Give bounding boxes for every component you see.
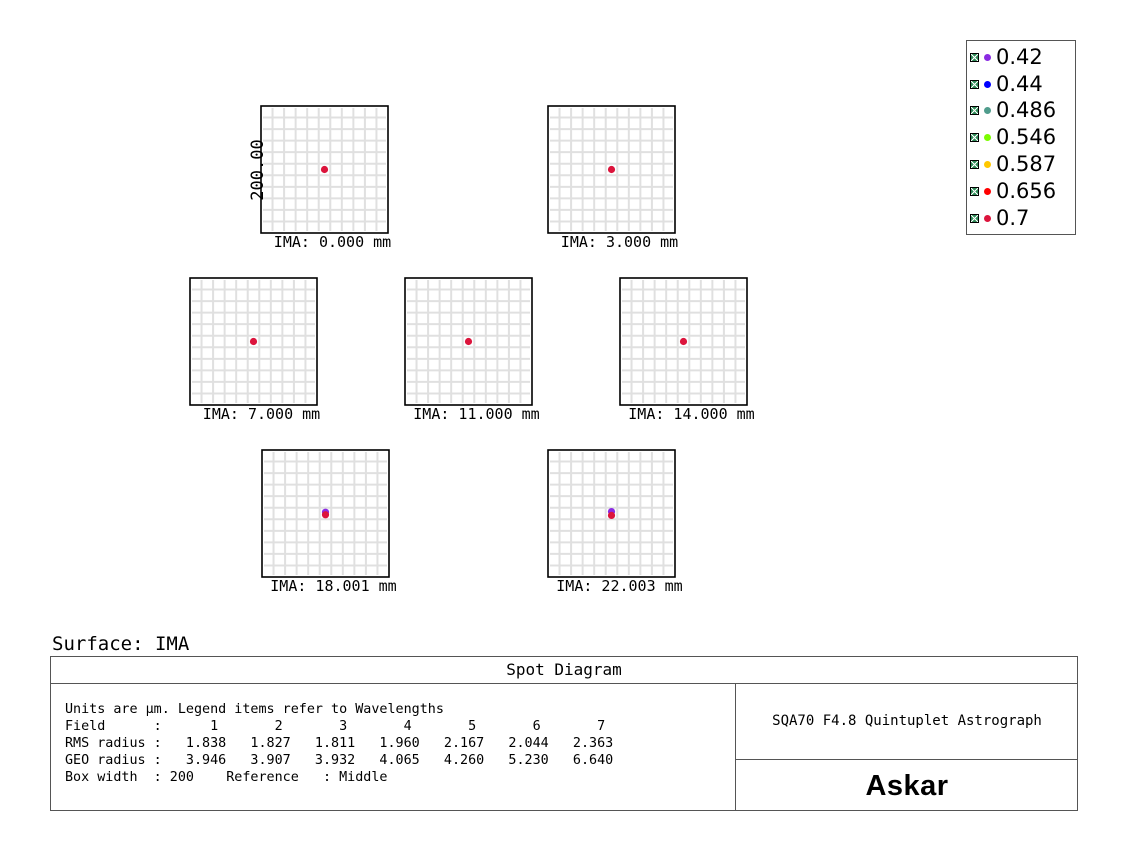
checkbox-checked-icon[interactable] bbox=[970, 52, 979, 62]
field-box: IMA: 22.003 mm bbox=[547, 449, 683, 595]
spot-point bbox=[249, 337, 258, 346]
legend-label: 0.44 bbox=[996, 71, 1043, 96]
stat-line: Field : 1 2 3 4 5 6 7 bbox=[65, 719, 606, 734]
checkbox-checked-icon[interactable] bbox=[970, 160, 979, 170]
legend-label: 0.656 bbox=[996, 178, 1057, 203]
panel-title: Spot Diagram bbox=[51, 657, 1077, 684]
checkbox-checked-icon[interactable] bbox=[970, 213, 979, 223]
checkbox-checked-icon[interactable] bbox=[970, 133, 979, 143]
legend-item[interactable]: 0.486 bbox=[967, 98, 1075, 125]
field-box: IMA: 14.000 mm bbox=[619, 277, 755, 423]
legend-item[interactable]: 0.546 bbox=[967, 124, 1075, 151]
legend-color-dot-icon bbox=[984, 53, 991, 61]
spot-point bbox=[679, 337, 688, 346]
surface-label: Surface: IMA bbox=[52, 633, 190, 655]
spot-diagram-plot: IMA: 0.000 mm IMA: 3.000 mm IMA: 7.000 mm I… bbox=[189, 105, 755, 595]
scale-label: 200.00 bbox=[248, 139, 268, 200]
legend-item[interactable]: 0.7 bbox=[967, 205, 1075, 232]
legend-label: 0.546 bbox=[996, 125, 1057, 150]
field-box: IMA: 11.000 mm bbox=[404, 277, 540, 423]
stat-line: GEO radius : 3.946 3.907 3.932 4.065 4.2… bbox=[65, 753, 614, 768]
legend-color-dot-icon bbox=[984, 161, 991, 169]
field-label: IMA: 18.001 mm bbox=[270, 577, 396, 595]
spot-point bbox=[607, 511, 616, 520]
field-box: IMA: 7.000 mm bbox=[189, 277, 320, 423]
field-box: IMA: 3.000 mm bbox=[547, 105, 678, 251]
brand-logo: Askar bbox=[865, 770, 949, 802]
legend-item[interactable]: 0.42 bbox=[967, 44, 1075, 71]
info-panel: Spot Diagram Units are µm. Legend items … bbox=[50, 656, 1078, 811]
stat-line: Units are µm. Legend items refer to Wave… bbox=[65, 702, 444, 717]
stat-line: RMS radius : 1.838 1.827 1.811 1.960 2.1… bbox=[65, 736, 614, 751]
field-label: IMA: 3.000 mm bbox=[561, 233, 678, 251]
field-label: IMA: 7.000 mm bbox=[203, 405, 320, 423]
spot-point bbox=[320, 165, 329, 174]
field-box: IMA: 0.000 mm bbox=[260, 105, 391, 251]
checkbox-checked-icon[interactable] bbox=[970, 79, 979, 89]
panel-right: SQA70 F4.8 Quintuplet Astrograph Askar bbox=[735, 683, 1078, 810]
lens-name: SQA70 F4.8 Quintuplet Astrograph bbox=[736, 683, 1078, 760]
field-box: IMA: 18.001 mm bbox=[261, 449, 397, 595]
legend-item[interactable]: 0.656 bbox=[967, 178, 1075, 205]
wavelength-legend: 0.42 0.44 0.486 0.546 0.587 0.656 0.7 bbox=[966, 40, 1076, 235]
legend-label: 0.587 bbox=[996, 152, 1057, 177]
legend-label: 0.486 bbox=[996, 98, 1057, 123]
spot-point bbox=[321, 511, 330, 519]
field-box-frame bbox=[404, 277, 533, 406]
spot-point bbox=[607, 165, 616, 174]
legend-label: 0.7 bbox=[996, 205, 1030, 230]
field-box-frame bbox=[261, 449, 390, 578]
legend-color-dot-icon bbox=[984, 80, 991, 88]
field-box-frame bbox=[260, 105, 389, 234]
field-label: IMA: 14.000 mm bbox=[628, 405, 754, 423]
field-label: IMA: 22.003 mm bbox=[556, 577, 682, 595]
legend-label: 0.42 bbox=[996, 44, 1043, 69]
legend-item[interactable]: 0.44 bbox=[967, 71, 1075, 98]
legend-item[interactable]: 0.587 bbox=[967, 151, 1075, 178]
stat-line: Box width : 200 Reference : Middle bbox=[65, 770, 388, 785]
field-box-frame bbox=[547, 449, 676, 578]
spot-statistics: Units are µm. Legend items refer to Wave… bbox=[65, 701, 613, 786]
field-label: IMA: 11.000 mm bbox=[413, 405, 539, 423]
checkbox-checked-icon[interactable] bbox=[970, 106, 979, 116]
legend-color-dot-icon bbox=[984, 187, 991, 195]
legend-color-dot-icon bbox=[984, 107, 991, 115]
legend-color-dot-icon bbox=[984, 134, 991, 142]
legend-color-dot-icon bbox=[984, 214, 991, 222]
field-box-frame bbox=[547, 105, 676, 234]
field-box-frame bbox=[619, 277, 748, 406]
field-box-frame bbox=[189, 277, 318, 406]
checkbox-checked-icon[interactable] bbox=[970, 186, 979, 196]
field-label: IMA: 0.000 mm bbox=[274, 233, 391, 251]
spot-point bbox=[464, 337, 473, 346]
